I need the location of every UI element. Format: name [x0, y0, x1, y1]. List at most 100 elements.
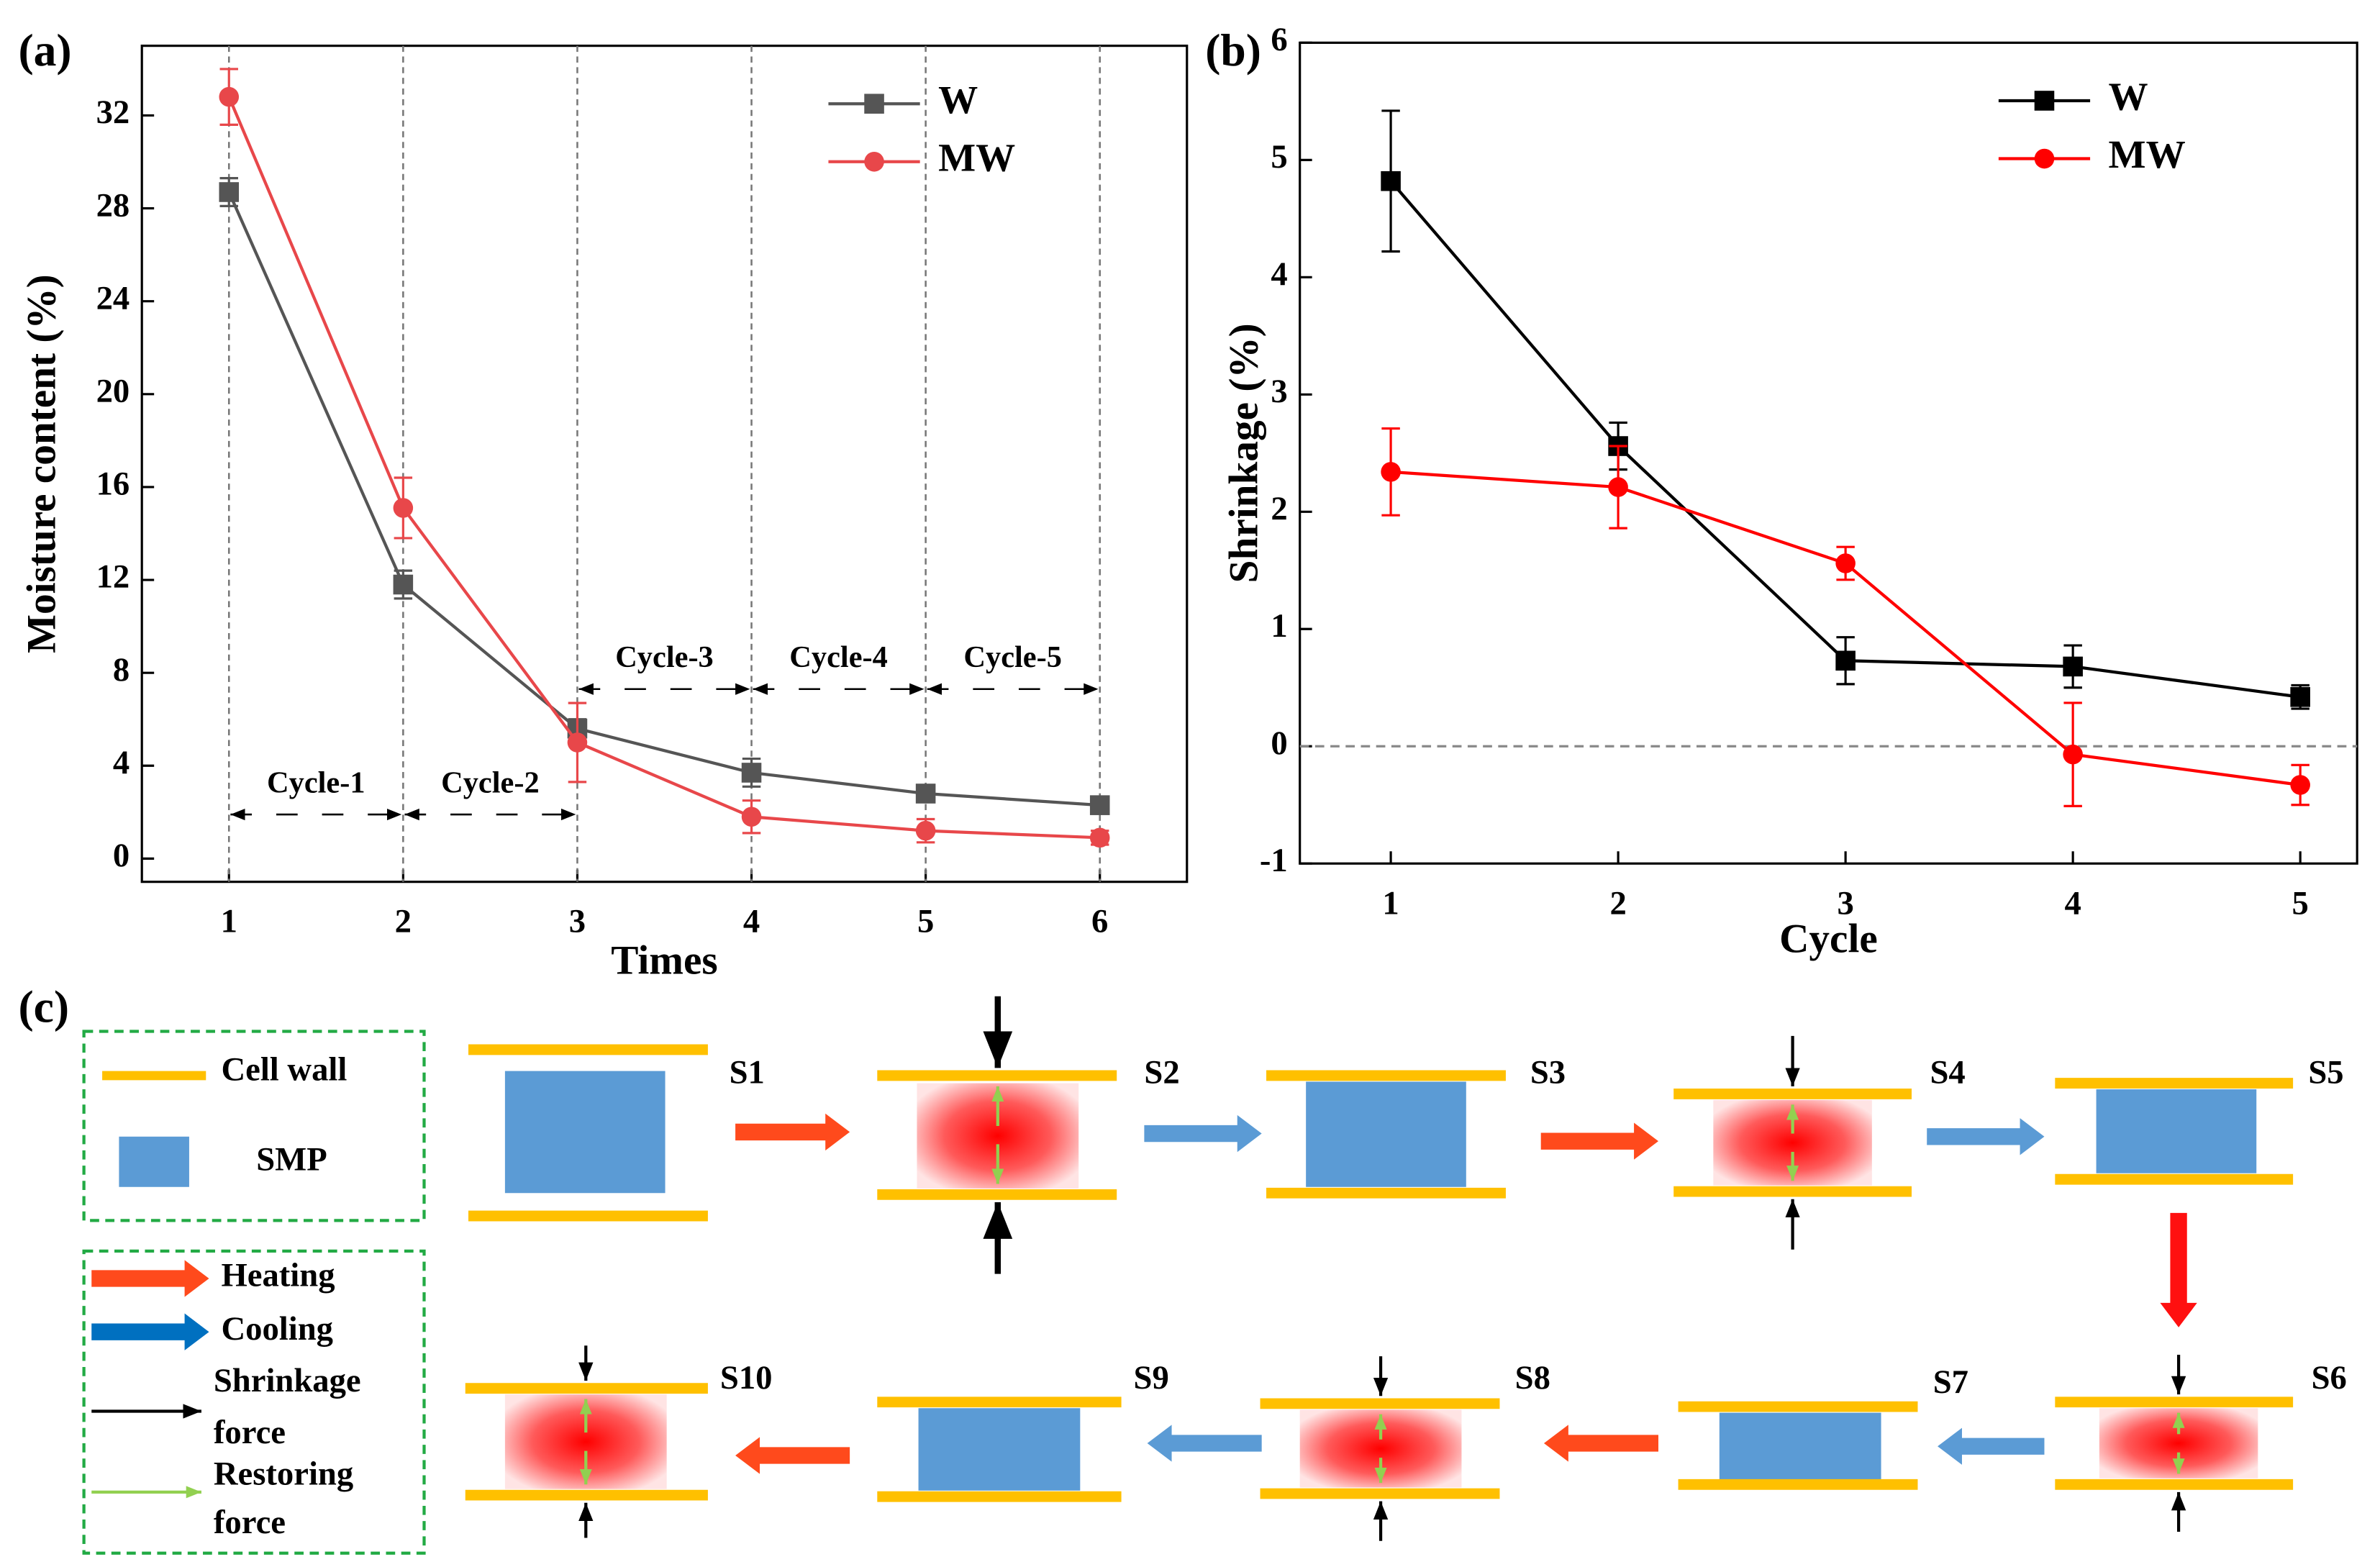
y-tick-label: 20	[96, 373, 130, 410]
process-arrow	[1540, 1122, 1658, 1160]
marker	[2034, 91, 2055, 111]
label-bg	[255, 768, 378, 803]
legend-heating	[91, 1260, 209, 1297]
smp	[504, 1071, 666, 1194]
state-label: S5	[2308, 1054, 2343, 1091]
legend-label: force	[214, 1504, 286, 1541]
x-axis-label: Times	[611, 937, 717, 983]
marker	[2063, 656, 2083, 677]
y-tick-label: 24	[96, 279, 130, 317]
state-label: S10	[720, 1359, 773, 1396]
marker	[741, 763, 762, 783]
y-tick-label: 2	[1271, 490, 1287, 527]
legend-label: Cell wall	[221, 1050, 347, 1088]
y-tick-label: 12	[96, 558, 130, 596]
process-arrow	[2160, 1212, 2197, 1327]
label-bg	[603, 643, 726, 677]
smp	[918, 1408, 1081, 1491]
marker	[393, 498, 414, 518]
legend-label: MW	[938, 135, 1015, 179]
y-tick-label: 16	[96, 465, 130, 503]
marker	[915, 820, 936, 841]
marker	[741, 807, 762, 827]
marker	[2034, 148, 2055, 169]
state-label: S4	[1930, 1054, 1965, 1091]
marker	[1608, 477, 1628, 497]
smp	[1719, 1412, 1881, 1480]
legend-label: force	[214, 1414, 286, 1451]
smp	[2096, 1089, 2257, 1173]
y-axis-label: Moisture content (%)	[19, 274, 65, 653]
label-bg	[429, 768, 552, 803]
x-tick-label: 3	[1837, 884, 1853, 922]
legend-label: Restoring	[214, 1455, 353, 1492]
x-tick-label: 4	[743, 903, 760, 940]
series-line	[1390, 470, 2301, 787]
y-axis-label: Shrinkage (%)	[1222, 323, 1267, 583]
marker	[567, 732, 588, 753]
plot-frame	[140, 45, 1189, 884]
marker	[393, 574, 414, 595]
marker	[2290, 687, 2310, 707]
marker	[864, 152, 884, 172]
cycle-label: Cycle-3	[615, 640, 714, 674]
legend-label: W	[938, 78, 978, 122]
state-label: S3	[1530, 1054, 1566, 1091]
marker	[1381, 171, 1401, 191]
cycle-label: Cycle-1	[267, 766, 365, 800]
x-tick-label: 2	[1609, 884, 1626, 922]
legend-box	[82, 1030, 426, 1222]
legend-label: Heating	[221, 1257, 335, 1294]
marker	[864, 94, 884, 114]
marker	[1381, 462, 1401, 482]
legend-box	[82, 1249, 426, 1555]
y-tick-label: 0	[113, 837, 130, 874]
series-line	[227, 191, 1100, 807]
y-tick-label: 0	[1271, 725, 1287, 762]
marker	[1835, 553, 1856, 573]
state-label: S8	[1515, 1359, 1550, 1396]
legend-label: MW	[2109, 132, 2186, 176]
process-arrow	[735, 1437, 850, 1474]
series-line	[227, 96, 1100, 840]
panel-label: (c)	[18, 981, 69, 1032]
y-tick-label: 8	[113, 651, 130, 689]
series-line	[1389, 180, 2301, 699]
legend-cooling	[91, 1313, 209, 1350]
label-bg	[951, 643, 1074, 677]
y-tick-label: 4	[113, 744, 130, 781]
x-tick-label: 2	[395, 903, 412, 940]
y-tick-label: 5	[1271, 138, 1287, 176]
process-arrow	[1927, 1118, 2045, 1155]
cycle-label: Cycle-2	[441, 766, 540, 800]
x-tick-label: 6	[1091, 903, 1108, 940]
state-label: S2	[1144, 1054, 1179, 1091]
x-tick-label: 1	[1382, 884, 1399, 922]
legend-label: Shrinkage	[214, 1362, 361, 1399]
y-tick-label: 1	[1271, 607, 1287, 645]
marker	[219, 86, 240, 107]
x-tick-label: 4	[2064, 884, 2081, 922]
marker	[2290, 775, 2310, 795]
marker	[1089, 795, 1110, 815]
marker	[915, 784, 936, 804]
marker	[2063, 744, 2083, 765]
y-tick-label: 32	[96, 94, 130, 131]
state-label: S7	[1933, 1363, 1968, 1401]
y-tick-label: 3	[1271, 373, 1287, 410]
plot-frame	[1299, 41, 2358, 865]
process-arrow	[1543, 1425, 1658, 1462]
panel-label: (b)	[1205, 24, 1261, 76]
process-arrow	[1144, 1114, 1262, 1153]
process-arrow	[1938, 1427, 2045, 1465]
y-tick-label: 28	[96, 186, 130, 224]
cycle-label: Cycle-5	[963, 640, 1062, 674]
y-tick-label: -1	[1260, 842, 1288, 879]
x-tick-label: 5	[2292, 884, 2309, 922]
x-axis-label: Cycle	[1779, 917, 1878, 962]
legend-smp	[119, 1136, 189, 1187]
y-tick-label: 6	[1271, 21, 1287, 58]
legend-label: Cooling	[221, 1310, 333, 1348]
state-label: S1	[730, 1054, 765, 1091]
